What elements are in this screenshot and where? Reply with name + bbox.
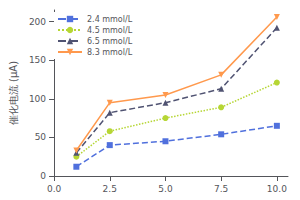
svg-text:200: 200 (29, 17, 46, 27)
svg-text:10.0: 10.0 (267, 184, 287, 194)
svg-text:50: 50 (35, 132, 47, 142)
svg-text:6.5 mmol/L: 6.5 mmol/L (87, 37, 133, 46)
svg-text:100: 100 (29, 94, 46, 104)
svg-text:0.0: 0.0 (47, 184, 62, 194)
svg-text:4.5 mmol/L: 4.5 mmol/L (87, 26, 133, 35)
svg-text:2.4 mmol/L: 2.4 mmol/L (87, 15, 133, 24)
svg-text:2.5: 2.5 (103, 184, 117, 194)
svg-text:0: 0 (40, 171, 46, 181)
svg-text:8.3 mmol/L: 8.3 mmol/L (87, 48, 133, 57)
svg-text:催化电流 (μA): 催化电流 (μA) (8, 61, 19, 125)
svg-text:5.0: 5.0 (158, 184, 173, 194)
svg-text:150: 150 (29, 55, 46, 65)
svg-text:7.5: 7.5 (214, 184, 228, 194)
